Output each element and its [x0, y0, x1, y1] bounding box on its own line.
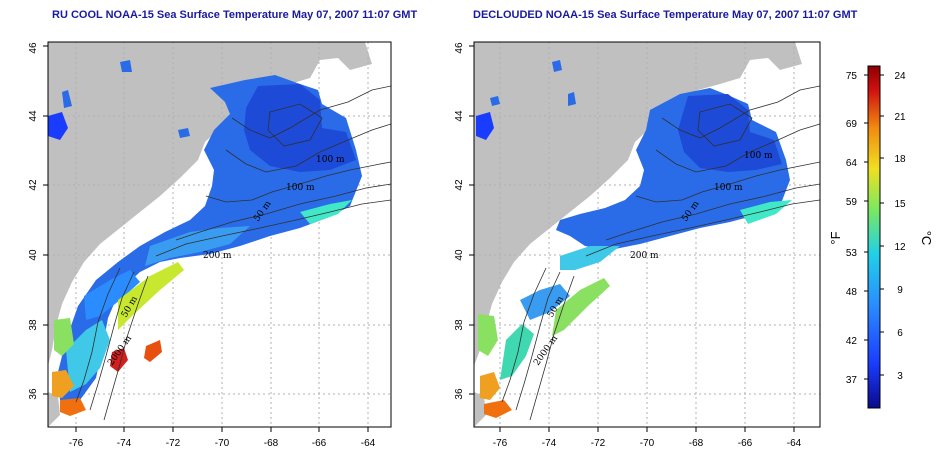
x-tick-label: -64	[361, 438, 376, 449]
colorbar-f-tick: 53	[846, 248, 858, 259]
colorbar-f-tick: 42	[846, 336, 858, 347]
colorbar-c-tick: 18	[894, 154, 906, 165]
x-tick-label: -76	[493, 438, 508, 449]
left-map-sst-field	[48, 60, 362, 416]
left-map-y-axis	[43, 45, 48, 395]
right-map-y-axis	[469, 45, 474, 395]
y-tick-label: 40	[454, 249, 465, 261]
colorbar-f-tick: 59	[846, 197, 858, 208]
x-tick-label: -74	[542, 438, 557, 449]
colorbar-c-tick: 21	[894, 112, 906, 123]
y-tick-label: 36	[454, 388, 465, 400]
fahrenheit-unit-label: °F	[828, 231, 843, 244]
y-tick-label: 38	[28, 319, 39, 331]
colorbar-c-tick: 9	[897, 285, 903, 296]
y-tick-label: 36	[28, 388, 39, 400]
colorbar-gradient	[867, 65, 881, 409]
y-tick-label: 44	[28, 110, 39, 122]
colorbar-c-tick: 12	[894, 242, 906, 253]
colorbar-f-tick: 37	[846, 375, 858, 386]
colorbar-f-tick: 75	[846, 71, 858, 82]
y-tick-label: 44	[454, 110, 465, 122]
x-tick-label: -68	[264, 438, 279, 449]
colorbar-c-tick: 3	[897, 371, 903, 382]
contour-label: 100 m	[744, 151, 773, 161]
x-tick-label: -72	[166, 438, 181, 449]
right-map-grid	[474, 42, 820, 427]
contour-label: 100 m	[286, 183, 315, 193]
x-tick-label: -76	[69, 438, 84, 449]
y-tick-label: 38	[454, 319, 465, 331]
colorbar-c-tick: 15	[894, 199, 906, 210]
contour-label: 100 m	[316, 155, 345, 165]
left-map-x-axis	[75, 427, 369, 432]
right-map-panel: 100 m 100 m 50 m 200 m 50 m 2000 m -76 -…	[454, 41, 821, 449]
colorbar-c-tick: 24	[894, 71, 906, 82]
left-map-frame	[47, 41, 392, 428]
x-tick-label: -64	[787, 438, 802, 449]
right-map-x-axis	[499, 427, 795, 432]
contour-label: 200 m	[630, 251, 659, 261]
y-tick-label: 42	[28, 179, 39, 191]
y-tick-label: 46	[454, 42, 465, 54]
contour-label: 200 m	[203, 251, 232, 261]
x-tick-label: -70	[640, 438, 655, 449]
right-map-title: DECLOUDED NOAA-15 Sea Surface Temperatur…	[473, 9, 858, 21]
x-tick-label: -68	[689, 438, 704, 449]
x-tick-label: -66	[312, 438, 327, 449]
x-tick-label: -74	[117, 438, 132, 449]
right-map-land	[474, 42, 802, 366]
y-tick-label: 40	[28, 249, 39, 261]
x-tick-label: -66	[738, 438, 753, 449]
x-tick-label: -72	[591, 438, 606, 449]
colorbar-ticks	[864, 74, 884, 380]
colorbar: 75 69 64 59 53 48 42 37 24 21 18 15 12 9…	[828, 65, 934, 409]
left-map-panel: 100 m 100 m 50 m 200 m 50 m 2000 m -76 -…	[28, 41, 392, 449]
x-tick-label: -70	[215, 438, 230, 449]
right-map-land-south	[474, 392, 486, 427]
colorbar-c-tick: 6	[897, 328, 903, 339]
right-map-sst-field	[476, 60, 792, 418]
celsius-unit-label: °C	[919, 231, 934, 246]
right-map-contours	[501, 85, 820, 421]
y-tick-label: 46	[28, 42, 39, 54]
left-map-land	[48, 42, 372, 366]
colorbar-f-tick: 69	[846, 119, 858, 130]
y-tick-label: 42	[454, 179, 465, 191]
left-map-title: RU COOL NOAA-15 Sea Surface Temperature …	[52, 9, 418, 21]
contour-label: 100 m	[714, 183, 743, 193]
colorbar-f-tick: 64	[846, 158, 858, 169]
left-map-land-south	[48, 392, 60, 427]
left-map-contours	[75, 85, 391, 421]
colorbar-f-tick: 48	[846, 287, 858, 298]
